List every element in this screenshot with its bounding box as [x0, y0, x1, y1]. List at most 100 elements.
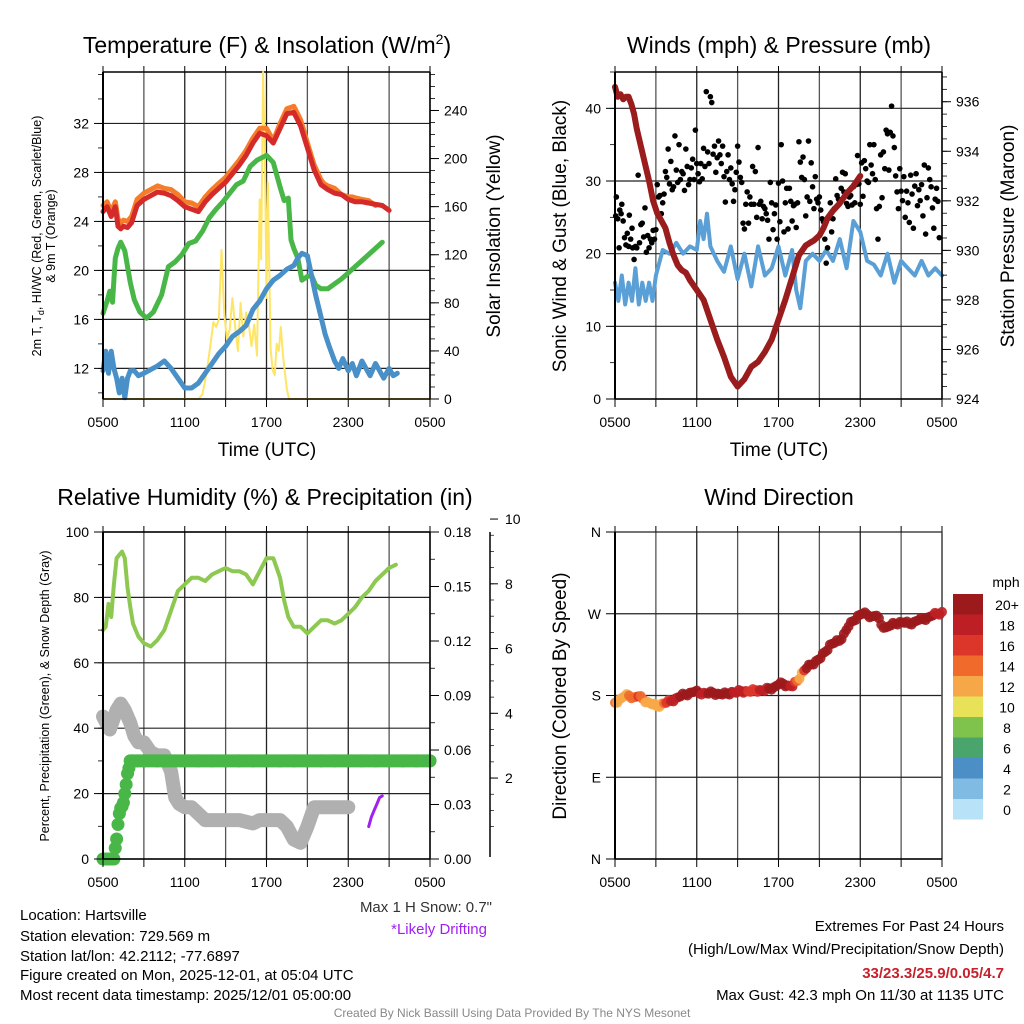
gust-point — [695, 170, 701, 177]
winds-grid — [614, 71, 943, 400]
gust-point — [886, 167, 892, 173]
gust-point — [653, 226, 659, 233]
gust-point — [896, 165, 903, 172]
gust-point — [902, 214, 909, 221]
gust-point — [728, 165, 734, 171]
winds-ylabel: Sonic Wind & Gust (Blue, Black) — [550, 100, 571, 372]
gust-point — [636, 239, 643, 246]
y-tick-label: N — [591, 524, 601, 540]
y2-tick-label: 0.00 — [444, 851, 471, 867]
direction-point — [937, 606, 947, 617]
y2-tick-label: 928 — [956, 292, 980, 308]
wind-speed-line — [613, 211, 944, 311]
x-tick-label: 1100 — [682, 874, 712, 890]
gust-point — [890, 133, 896, 139]
y-tick-label: 24 — [73, 213, 89, 229]
speed-legend-swatch — [953, 635, 983, 656]
gust-point — [767, 179, 774, 186]
hiwc-line — [100, 250, 400, 401]
temperature-ylabel-line2: & 9m T (Orange) — [44, 189, 58, 282]
y2-tick-label: 926 — [956, 341, 980, 357]
y2-tick-label: 200 — [444, 151, 468, 167]
speed-legend-label: 18 — [999, 618, 1015, 634]
gust-point — [654, 181, 661, 188]
gust-point — [811, 205, 817, 212]
gust-point — [860, 193, 866, 200]
temperature-panel: Temperature (F) & Insolation (W/m2) 0500… — [30, 31, 505, 461]
gust-point — [734, 143, 741, 149]
speed-legend-title: mph — [992, 574, 1019, 590]
gust-point — [663, 174, 670, 181]
speed-legend: mph 20+ 18 16 14 12 10 8 6 4 2 0 — [953, 574, 1020, 820]
y2-tick-label: 0.03 — [444, 797, 471, 813]
gust-point — [913, 170, 919, 177]
gust-point — [895, 205, 902, 212]
speed-legend-label: 16 — [999, 638, 1015, 654]
gust-point — [616, 245, 622, 251]
y2-tick-label: 240 — [444, 102, 468, 118]
y2-tick-label: 0.18 — [444, 524, 471, 540]
speed-legend-swatch — [953, 655, 983, 676]
gust-point — [743, 201, 749, 208]
humidity-axes: 0500 1100 1700 2300 0500 0 20 40 60 80 100 0.00 0.03… — [66, 511, 521, 890]
snow-depth-line — [96, 696, 356, 850]
speed-legend-swatch — [953, 717, 983, 738]
y2-tick-label: 120 — [444, 247, 468, 263]
x-tick-label: 2300 — [845, 874, 876, 890]
x-tick-label: 1100 — [170, 874, 200, 890]
gust-point — [793, 224, 800, 231]
gust-point — [668, 158, 674, 165]
gust-point — [815, 200, 821, 206]
gust-point — [797, 159, 804, 165]
gust-point — [901, 173, 907, 180]
rh-line — [101, 549, 398, 649]
gust-point — [757, 198, 764, 205]
gust-point — [816, 194, 823, 200]
gust-point — [689, 156, 696, 162]
gust-point — [741, 226, 748, 232]
speed-legend-label: 12 — [999, 679, 1015, 695]
gust-point — [618, 210, 624, 217]
x-tick-label: 0500 — [414, 874, 445, 890]
y-tick-label: 28 — [73, 164, 89, 180]
x-tick-label: 0500 — [599, 874, 630, 890]
snow-tick-label: 10 — [505, 511, 521, 527]
gust-point — [729, 181, 735, 187]
y-tick-label: W — [588, 606, 602, 622]
gust-point — [880, 149, 887, 155]
extremes-subheading: (High/Low/Max Wind/Precipitation/Snow De… — [688, 941, 1004, 958]
gust-point — [707, 93, 714, 100]
gust-point — [872, 176, 879, 183]
winds-title: Winds (mph) & Pressure (mb) — [627, 32, 931, 58]
gust-point — [854, 152, 861, 159]
wind-direction-panel: Wind Direction 0500 1100 1700 2300 0500 N E S W N… — [550, 484, 1020, 890]
y-tick-label: 40 — [73, 720, 89, 736]
y-tick-label: E — [592, 769, 601, 785]
gust-point — [842, 170, 849, 177]
y-tick-label: 30 — [585, 173, 601, 189]
gust-point — [745, 220, 752, 226]
gust-point — [926, 176, 933, 183]
gust-point — [807, 198, 813, 205]
gust-point — [794, 200, 801, 206]
gust-point — [639, 220, 646, 226]
temp-9m-line — [100, 103, 378, 226]
gust-point — [876, 203, 883, 210]
temperature-title: Temperature (F) & Insolation (W/m2) — [83, 31, 451, 58]
gust-point — [732, 186, 738, 193]
latlon-text: Station lat/lon: 42.2112; -77.6897 — [20, 948, 240, 965]
humidity-grid — [102, 531, 431, 860]
humidity-ylabel: Percent, Precipitation (Green), & Snow D… — [38, 550, 52, 841]
x-tick-label: 1100 — [170, 414, 200, 430]
gust-point — [899, 197, 906, 204]
snow-tick-label: 6 — [505, 641, 513, 657]
gust-point — [722, 199, 729, 205]
gust-point — [718, 160, 725, 167]
gust-point — [651, 236, 658, 242]
speed-legend-swatch — [953, 676, 983, 697]
gust-point — [766, 236, 772, 242]
wind-direction-series — [610, 606, 947, 712]
x-tick-label: 0500 — [87, 874, 118, 890]
temperature-axes: 0500 1100 1700 2300 0500 12 16 20 24 28 32 0 40 80 120… — [73, 66, 468, 430]
gust-point — [789, 218, 795, 224]
